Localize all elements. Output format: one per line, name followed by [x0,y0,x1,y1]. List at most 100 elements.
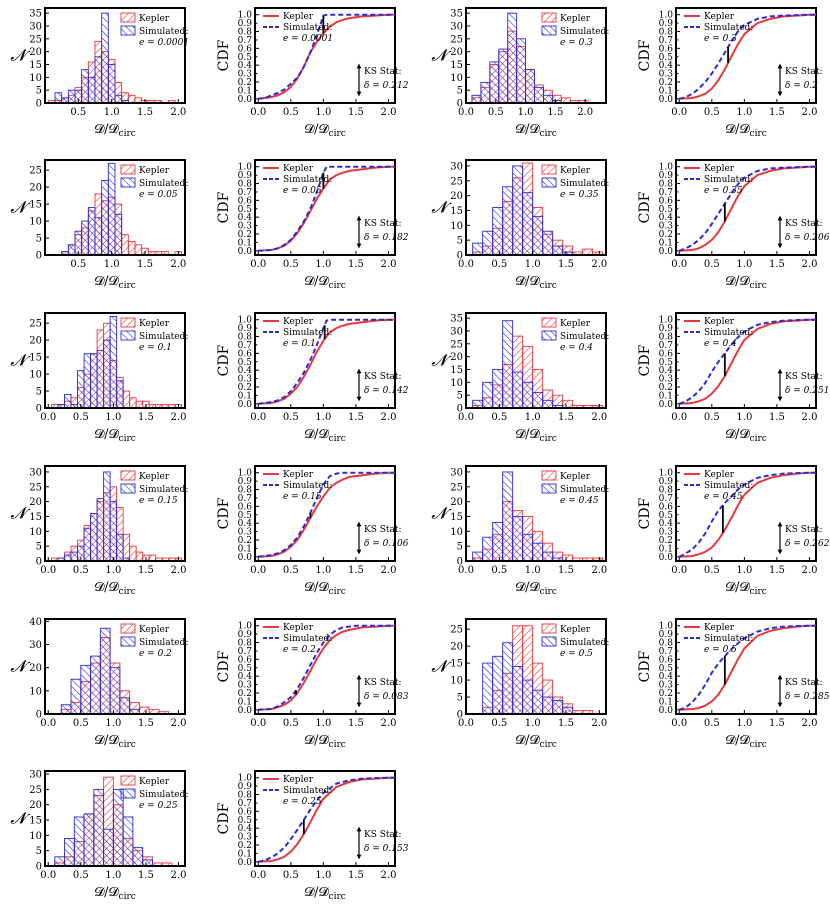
y-tick-label: 0.4 [659,366,674,376]
y-tick-label: 0.8 [238,639,253,649]
legend-eccentricity: e = 0.5 [704,645,737,655]
y-tick-label: 0.1 [659,544,673,554]
simulated-bar [507,12,518,103]
simulated-bar [70,678,82,714]
y-tick-label: 0.2 [659,383,673,393]
y-tick-label: 0.7 [659,647,674,657]
legend-swatch-kepler [120,775,136,786]
y-tick-label: 0.1 [659,697,673,707]
legend-label-kepler: Kepler [283,164,314,174]
y-tick-label: 0.3 [238,375,253,385]
histogram-panel-e-0.35: 0 5 10 15 20 25 30 0.0 0.5 1.0 1.5 2.0 𝓝 𝓓/𝓓circ Keple… [431,159,609,291]
legend-swatch-simulated [541,483,557,494]
y-tick-label: 0.1 [238,238,252,248]
simulated-bar [73,816,85,866]
y-tick-label: 0.0 [659,95,674,105]
x-tick-label: 0.5 [704,107,720,118]
histogram-panel-e-0.25: 0 5 10 15 20 25 30 0.0 0.5 1.0 1.5 2.0 𝓝 𝓓/𝓓circ Keple… [10,770,188,902]
y-tick-label: 0.0 [659,247,674,257]
y-tick-label: 0.5 [238,205,253,215]
simulated-bar [83,527,92,561]
y-axis-label: 𝓝 [10,198,31,217]
y-axis-label: 𝓝 [10,657,31,676]
plot-frame [465,312,607,409]
x-tick-label: 0.0 [458,565,474,576]
y-tick-label: 25 [29,166,42,177]
legend-label-simulated: Simulated: [704,634,753,644]
x-tick-label: 2.0 [577,107,593,118]
simulated-bar [60,704,72,714]
y-tick-label: 0.0 [659,706,674,716]
plot-frame [675,7,817,104]
y-tick-label: 0.1 [238,86,252,96]
kepler-bar [127,240,136,255]
cdf-panel-e-0.45: 0.00.10.20.30.40.50.60.70.80.91.00.0 0.5 1… [637,465,830,597]
y-tick-label: 20 [29,497,42,508]
legend-label-simulated: Simulated: [560,485,609,495]
y-tick-label: 0.2 [659,536,673,546]
y-tick-label: 0.5 [238,664,253,674]
kepler-bar [134,244,143,255]
y-tick-label: 15 [450,206,463,217]
legend-label-kepler: Kepler [283,12,314,22]
simulated-bar [522,381,534,408]
simulated-bar [107,162,116,255]
simulated-bar [489,61,500,103]
y-tick-label: 25 [29,785,42,796]
y-tick-label: 10 [29,527,42,538]
plot-frame [675,465,817,562]
x-tick-label: 1.0 [105,718,121,729]
y-tick-label: 0.7 [238,494,253,504]
x-tick-label: 1.0 [736,259,752,270]
x-axis-label: 𝓓/𝓓circ [515,427,557,444]
legend-label-kepler: Kepler [560,625,591,635]
simulated-bar [64,393,72,408]
simulated-cdf-line [678,471,816,558]
x-tick-label: 1.5 [769,565,785,576]
y-tick-label: 0.7 [238,341,253,351]
y-tick-label: 0 [36,99,42,110]
kepler-bar [578,99,589,103]
x-tick-label: 0.0 [250,259,266,270]
legend-label-kepler: Kepler [283,317,314,327]
histogram-bars [472,471,604,561]
legend-label-kepler: Kepler [704,12,735,22]
legend-label-kepler: Kepler [139,625,170,635]
simulated-bar [80,664,92,714]
y-tick-label: 25 [29,482,42,493]
y-tick-label: 5 [36,542,42,553]
plot-frame [254,7,396,104]
x-tick-label: 0.5 [704,565,720,576]
y-tick-label: 0.8 [238,180,253,190]
kepler-bar [592,557,604,561]
x-axis-label: 𝓓/𝓓circ [725,274,767,291]
legend-label-simulated: Simulated: [704,175,753,185]
y-tick-label: 0.9 [659,477,674,487]
kepler-bar [161,251,169,255]
legend-eccentricity: e = 0.0001 [283,34,333,44]
x-tick-label: 2.0 [802,718,818,729]
legend-eccentricity: e = 0.35 [560,190,599,200]
x-tick-label: 1.5 [138,718,154,729]
y-tick-label: 0.3 [238,681,253,691]
legend-label-kepler: Kepler [704,317,735,327]
y-tick-label: 10 [450,676,463,687]
plot-frame [254,618,396,715]
simulated-bar [94,217,103,255]
y-tick-label: 0.5 [659,358,674,368]
y-tick-label: 1.0 [238,774,253,784]
y-tick-label: 0.6 [238,807,253,817]
y-tick-label: 0.7 [238,188,253,198]
x-tick-label: 0.5 [73,870,89,881]
y-tick-label: 10 [29,831,42,842]
cdf-panel-e-0.5: 0.00.10.20.30.40.50.60.70.80.91.00.0 0.5 1… [637,618,830,750]
y-tick-label: 30 [29,21,42,32]
legend-label-simulated: Simulated: [283,23,332,33]
y-tick-label: 0.2 [238,383,252,393]
legend-label-simulated: Simulated: [139,27,188,37]
y-tick-label: 0.9 [659,171,674,181]
cdf-panel-e-0.15: 0.00.10.20.30.40.50.60.70.80.91.00.0 0.5 1… [216,465,409,597]
x-tick-label: 1.5 [348,259,364,270]
histogram-bars [51,315,183,408]
